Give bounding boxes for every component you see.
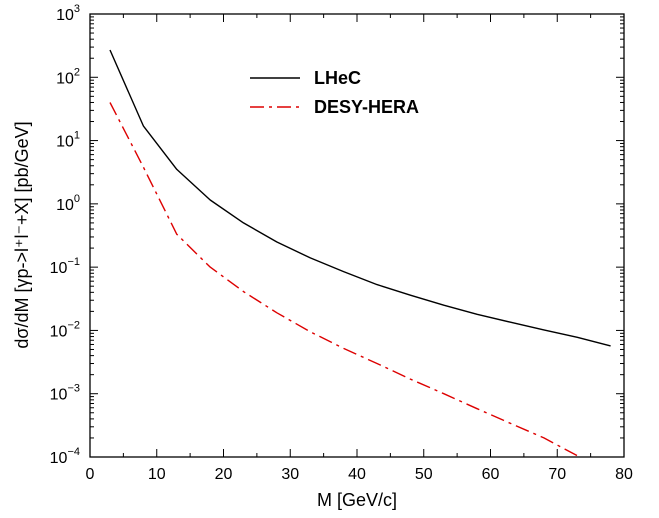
legend-label-desy-hera: DESY-HERA: [314, 97, 419, 117]
y-tick-label: 102: [56, 66, 80, 87]
series-line-desy-hera: [109, 102, 582, 457]
x-tick-label: 60: [482, 466, 500, 483]
y-tick-label: 100: [56, 193, 80, 214]
y-tick-label: 10−1: [50, 256, 80, 277]
y-tick-label: 10−2: [50, 319, 80, 340]
x-tick-label: 50: [415, 466, 433, 483]
y-axis-label: dσ/dM [γp->l⁺l⁻+X] [pb/GeV]: [12, 121, 32, 348]
x-tick-label: 40: [348, 466, 366, 483]
x-tick-label: 80: [615, 466, 633, 483]
x-tick-label: 0: [86, 466, 95, 483]
legend-label-lhec: LHeC: [314, 68, 361, 88]
x-tick-label: 70: [548, 466, 566, 483]
x-axis-label: M [GeV/c]: [317, 490, 397, 510]
y-tick-label: 103: [56, 3, 80, 24]
x-tick-label: 20: [215, 466, 233, 483]
x-tick-label: 30: [281, 466, 299, 483]
y-tick-label: 10−4: [50, 446, 80, 467]
x-tick-label: 10: [148, 466, 166, 483]
y-tick-label: 101: [56, 130, 80, 151]
series-line-lhec: [109, 49, 611, 347]
y-tick-label: 10−3: [50, 383, 80, 404]
